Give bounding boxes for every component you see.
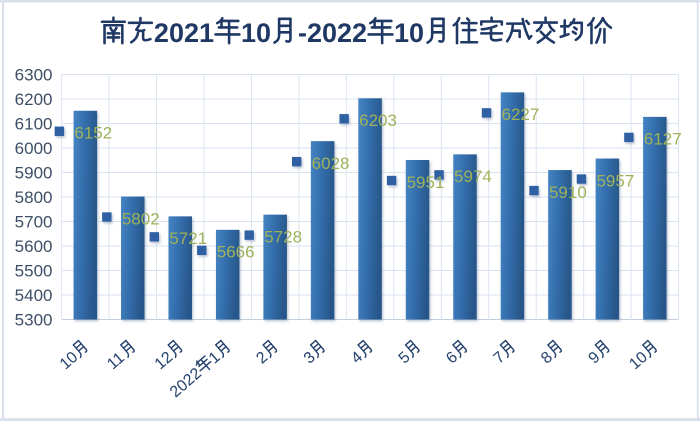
svg-text:5951: 5951 [407,173,445,192]
svg-text:5910: 5910 [549,183,587,202]
svg-text:5800: 5800 [15,188,53,207]
svg-text:5666: 5666 [217,243,255,262]
svg-text:5700: 5700 [15,213,53,232]
svg-text:6127: 6127 [644,130,682,149]
svg-text:6100: 6100 [15,115,53,134]
svg-text:5721: 5721 [169,229,207,248]
svg-text:6300: 6300 [15,66,53,85]
svg-text:5300: 5300 [15,311,53,330]
svg-text:5500: 5500 [15,262,53,281]
svg-text:6200: 6200 [15,90,53,109]
svg-text:-2022: -2022 [298,18,367,48]
svg-text:5600: 5600 [15,237,53,256]
svg-text:10: 10 [241,18,271,48]
svg-text:5400: 5400 [15,286,53,305]
svg-text:5900: 5900 [15,164,53,183]
svg-text:6227: 6227 [502,105,540,124]
svg-text:6000: 6000 [15,139,53,158]
svg-text:5974: 5974 [454,167,492,186]
svg-text:6203: 6203 [359,111,397,130]
svg-text:10: 10 [394,18,424,48]
svg-text:5728: 5728 [264,227,302,246]
svg-text:5957: 5957 [596,171,634,190]
svg-text:5802: 5802 [122,209,160,228]
svg-text:6028: 6028 [312,154,350,173]
svg-text:6152: 6152 [74,124,112,143]
svg-text:2021: 2021 [154,18,214,48]
